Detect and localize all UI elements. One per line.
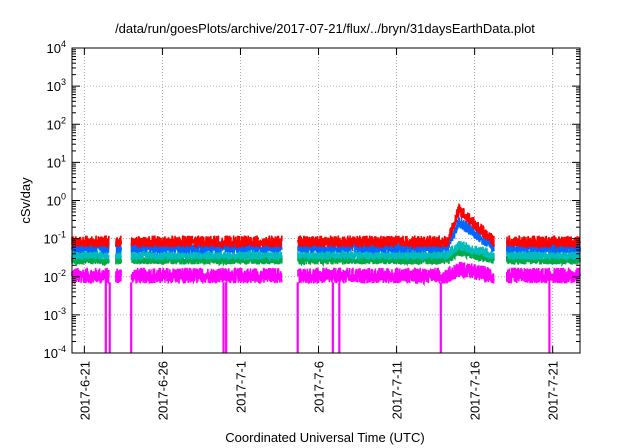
series-line xyxy=(71,203,581,251)
y-tick-exponent: -2 xyxy=(58,268,66,278)
series-line xyxy=(71,216,581,256)
y-tick-exponent: -3 xyxy=(58,306,66,316)
ticks: 2017-6-21 2017-6-26 2017-7-1 2017-7-6 2017-7… xyxy=(44,39,580,420)
x-tick-label: 2017-7-11 xyxy=(390,361,405,419)
y-tick-base: 10 xyxy=(44,232,58,247)
y-tick-base: 10 xyxy=(44,346,58,361)
y-tick-label: 102 xyxy=(47,115,66,132)
y-tick-label: 10-2 xyxy=(44,268,66,285)
y-tick-exponent: 3 xyxy=(61,77,66,87)
y-tick-base: 10 xyxy=(47,79,61,94)
y-tick-base: 10 xyxy=(44,308,58,323)
y-tick-label: 104 xyxy=(47,39,66,56)
y-tick-exponent: 1 xyxy=(61,153,66,163)
x-axis-label: Coordinated Universal Time (UTC) xyxy=(225,430,424,445)
y-tick-label: 10-1 xyxy=(44,230,66,247)
y-tick-exponent: 2 xyxy=(61,115,66,125)
y-tick-base: 10 xyxy=(47,155,61,170)
y-tick-exponent: -4 xyxy=(58,344,66,354)
y-tick-exponent: -1 xyxy=(58,230,66,240)
y-tick-base: 10 xyxy=(47,117,61,132)
x-tick-label: 2017-7-6 xyxy=(312,361,327,413)
y-tick-base: 10 xyxy=(47,194,61,209)
series-line xyxy=(71,240,581,263)
series-group xyxy=(71,203,581,353)
y-tick-base: 10 xyxy=(44,270,58,285)
x-tick-label: 2017-6-26 xyxy=(155,361,170,420)
y-tick-label: 100 xyxy=(47,192,66,209)
grid xyxy=(72,48,580,353)
x-tick-label: 2017-7-16 xyxy=(468,361,483,420)
x-tick-label: 2017-7-21 xyxy=(546,361,561,420)
x-tick-label: 2017-6-21 xyxy=(77,361,92,420)
y-tick-label: 10-3 xyxy=(44,306,66,323)
y-tick-exponent: 0 xyxy=(61,192,66,202)
y-tick-label: 101 xyxy=(47,153,66,170)
y-tick-base: 10 xyxy=(47,41,61,56)
series-line xyxy=(71,261,581,287)
y-axis-label: cSv/day xyxy=(18,177,33,224)
y-tick-label: 103 xyxy=(47,77,66,94)
x-tick-label: 2017-7-1 xyxy=(233,361,248,413)
plot-frame xyxy=(71,47,581,354)
chart-title: /data/run/goesPlots/archive/2017-07-21/f… xyxy=(115,21,535,36)
y-tick-label: 10-4 xyxy=(44,344,66,361)
y-tick-exponent: 4 xyxy=(61,39,66,49)
